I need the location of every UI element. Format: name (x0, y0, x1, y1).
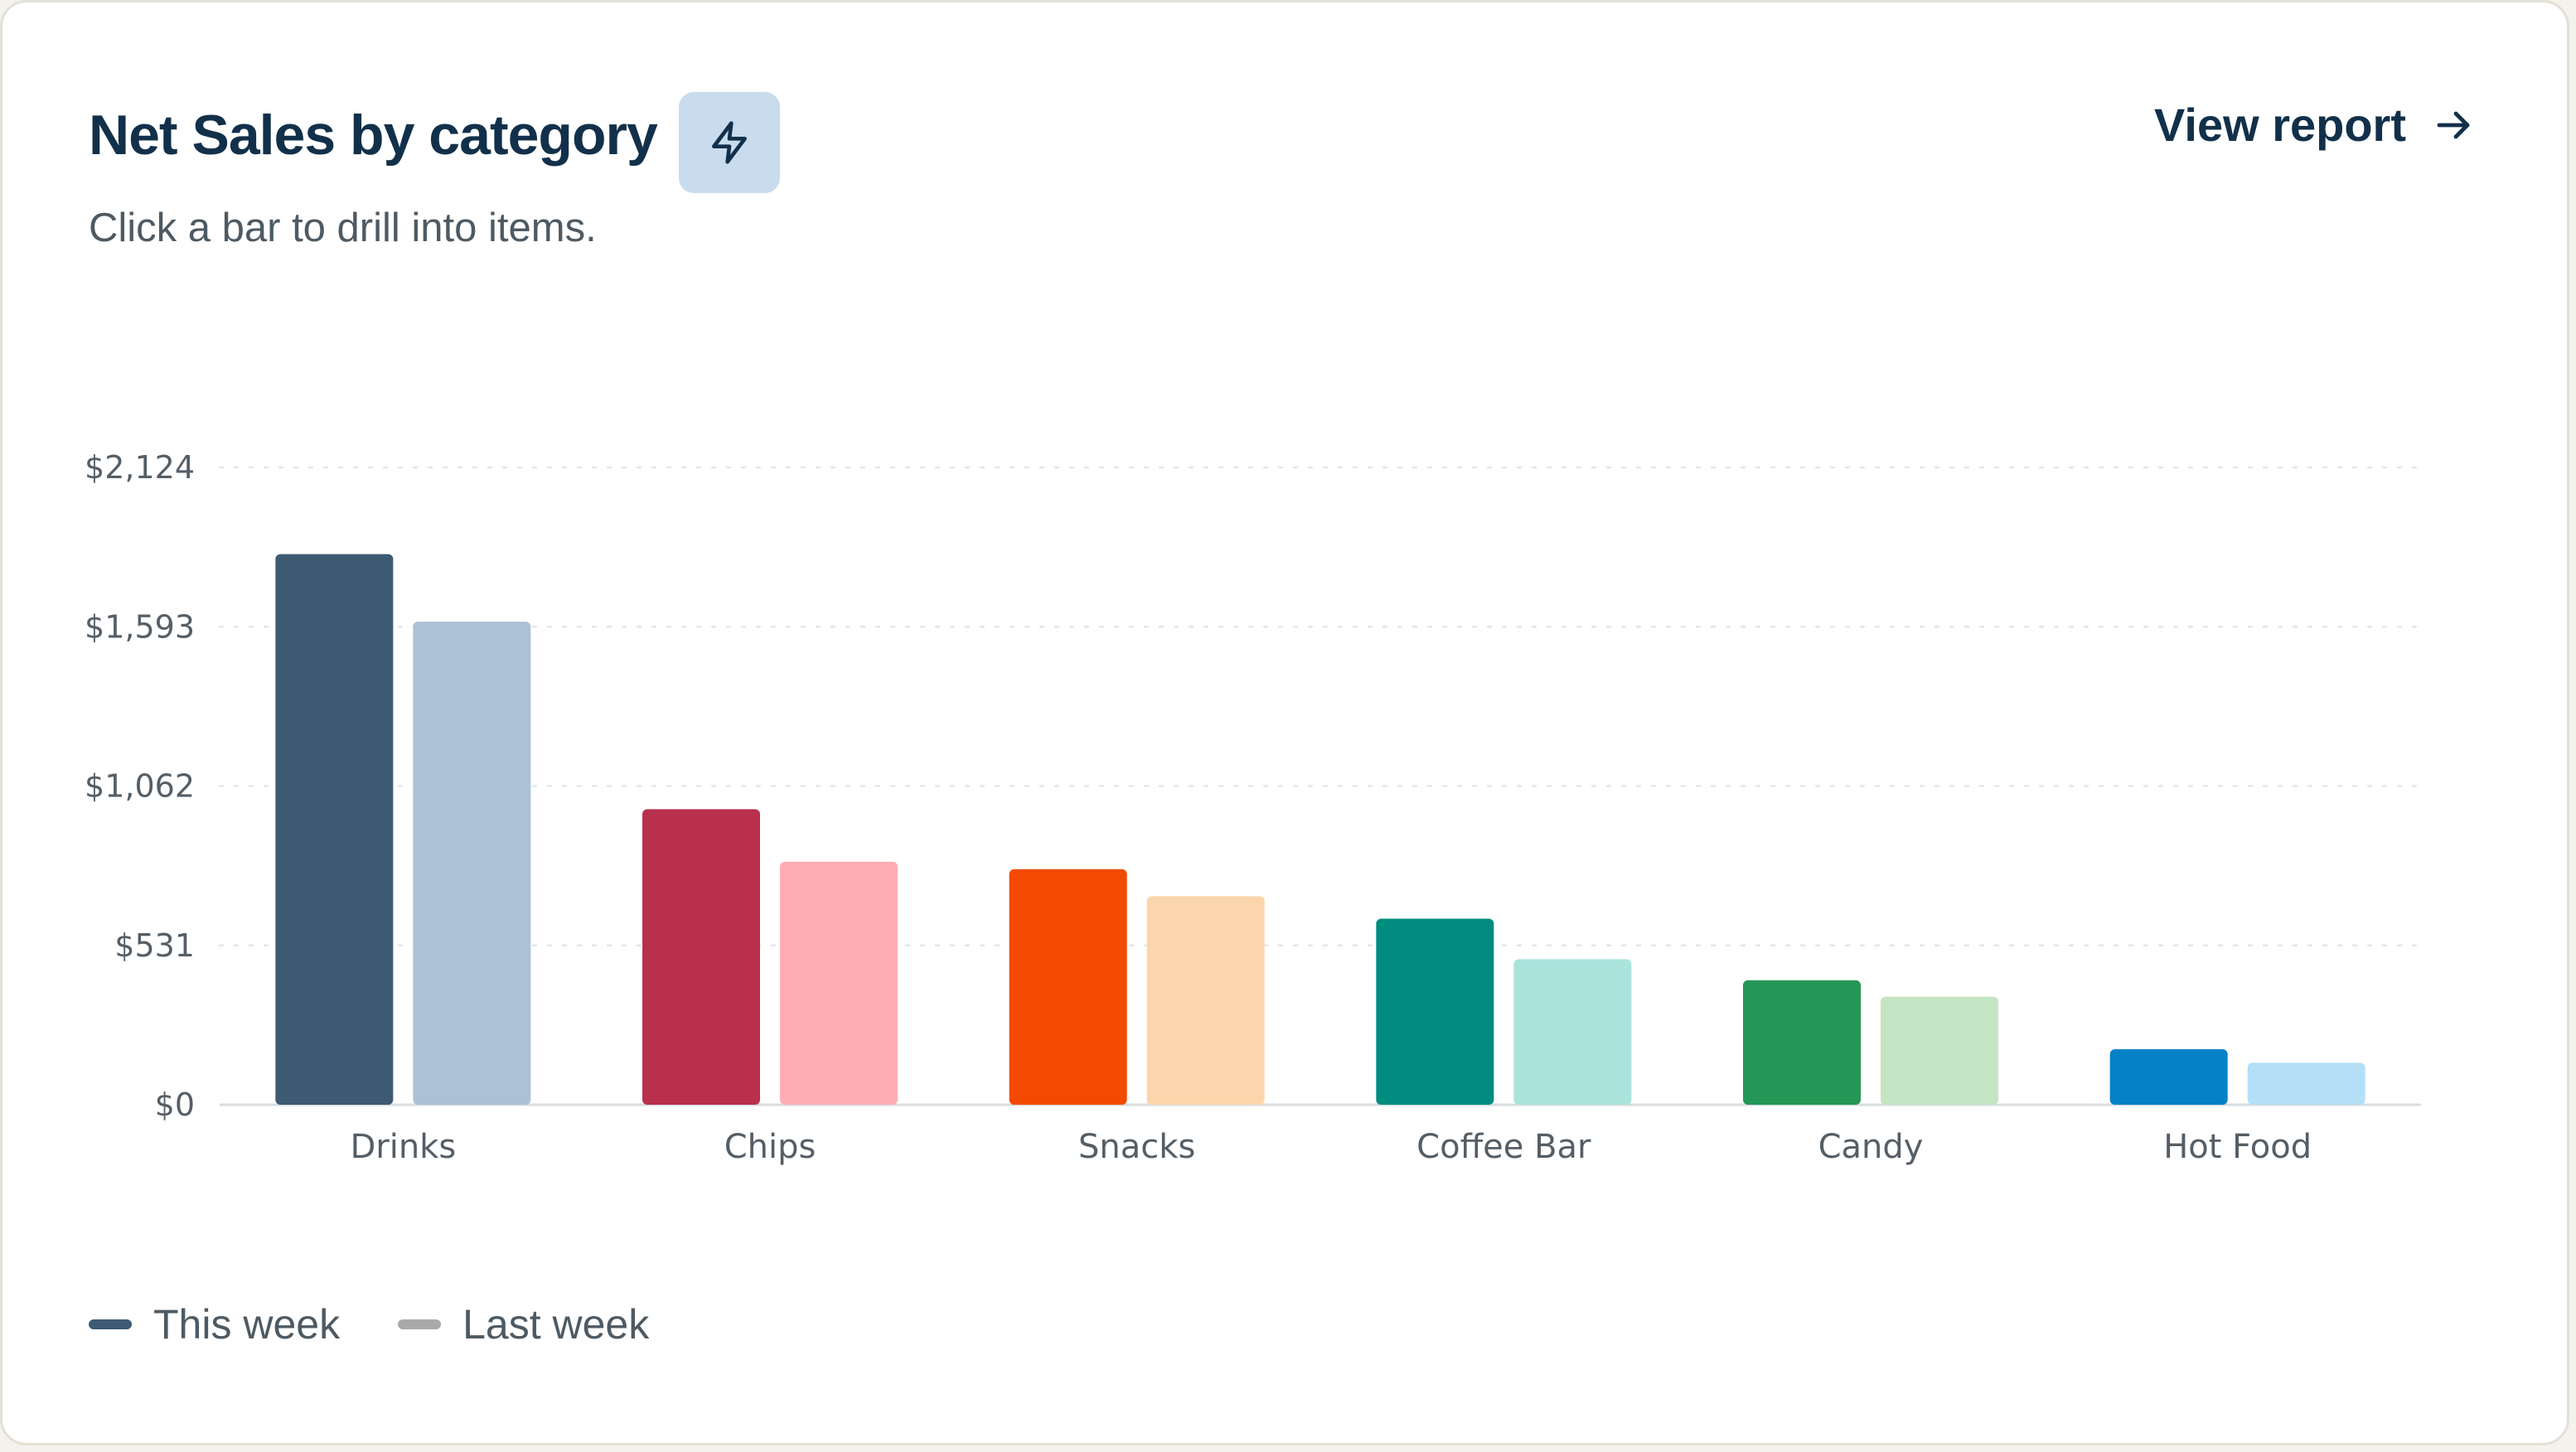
bar-last-week[interactable] (1881, 996, 1998, 1105)
legend-label-last-week: Last week (462, 1301, 650, 1348)
x-category-label: Coffee Bar (1416, 1128, 1591, 1166)
card-subtitle: Click a bar to drill into items. (89, 206, 597, 250)
y-tick-label: $0 (155, 1087, 195, 1123)
y-tick-label: $1,593 (85, 608, 195, 645)
legend-swatch-last-week (398, 1319, 442, 1329)
bar-this-week[interactable] (1376, 918, 1494, 1105)
bar-last-week[interactable] (2247, 1062, 2365, 1105)
bar-this-week[interactable] (642, 809, 760, 1105)
card-title: Net Sales by category (89, 104, 658, 167)
x-category-label: Snacks (1078, 1128, 1195, 1166)
chart-legend: This week Last week (89, 1304, 649, 1345)
legend-item-last-week[interactable]: Last week (398, 1304, 649, 1345)
bar-this-week[interactable] (2109, 1049, 2228, 1105)
view-report-link[interactable]: View report (2154, 102, 2474, 148)
legend-swatch-this-week (89, 1319, 132, 1329)
bar-this-week[interactable] (1009, 869, 1127, 1105)
lightning-bolt-icon (712, 121, 747, 164)
x-category-label: Drinks (350, 1128, 456, 1166)
bar-last-week[interactable] (780, 861, 898, 1105)
legend-label-this-week: This week (153, 1301, 341, 1348)
x-category-label: Chips (724, 1128, 816, 1166)
legend-item-this-week[interactable]: This week (89, 1304, 340, 1345)
insights-button[interactable] (679, 92, 780, 193)
y-tick-label: $2,124 (85, 449, 195, 486)
bar-this-week[interactable] (1743, 980, 1861, 1105)
bar-this-week[interactable] (275, 554, 394, 1105)
bar-last-week[interactable] (1146, 896, 1265, 1105)
x-category-label: Candy (1818, 1128, 1924, 1166)
arrow-right-icon (2437, 111, 2470, 139)
x-category-label: Hot Food (2163, 1128, 2312, 1166)
view-report-label: View report (2154, 99, 2406, 151)
bar-last-week[interactable] (1513, 959, 1632, 1105)
bar-last-week[interactable] (413, 622, 531, 1105)
y-tick-label: $1,062 (85, 768, 195, 805)
y-tick-label: $531 (114, 927, 195, 964)
